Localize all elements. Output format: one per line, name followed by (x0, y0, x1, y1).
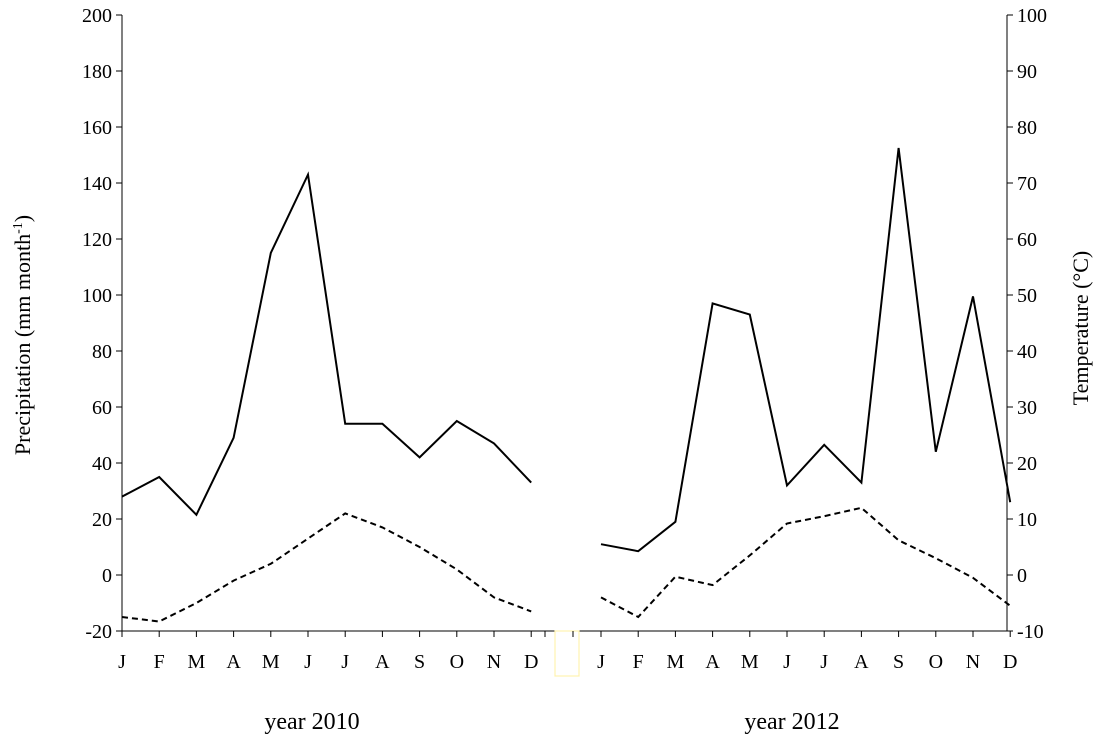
right-tick-label: -10 (1017, 621, 1044, 643)
month-label: S (414, 651, 425, 673)
left-tick-label: 80 (92, 341, 112, 363)
month-label: F (633, 651, 644, 673)
month-label: M (262, 651, 280, 673)
month-label: D (524, 651, 538, 673)
left-tick-label: 160 (82, 117, 112, 139)
precipitation-line-panel-1 (121, 171, 532, 517)
month-label: F (154, 651, 165, 673)
left-tick-label: 140 (82, 173, 112, 195)
month-label: A (375, 651, 390, 673)
month-label: J (304, 651, 312, 673)
right-tick-label: 80 (1017, 117, 1037, 139)
right-tick-label: 60 (1017, 229, 1037, 251)
left-tick-label: 20 (92, 509, 112, 531)
left-tick-label: 180 (82, 61, 112, 83)
month-label: S (893, 651, 904, 673)
right-tick-label: 40 (1017, 341, 1037, 363)
right-tick-label: 20 (1017, 453, 1037, 475)
right-tick-label: 100 (1017, 5, 1047, 27)
labels-group: Precipitation (mm month-1) Temperature (… (10, 215, 1093, 735)
right-tick-label: 90 (1017, 61, 1037, 83)
month-label: D (1003, 651, 1017, 673)
left-axis-title-main: Precipitation (mm month (10, 234, 35, 455)
month-label: M (741, 651, 759, 673)
right-tick-label: 50 (1017, 285, 1037, 307)
temperature-line-panel-2 (600, 506, 1011, 619)
right-tick-label: 0 (1017, 565, 1027, 587)
month-label: J (341, 651, 349, 673)
axes-group (121, 15, 1008, 677)
month-label: N (966, 651, 980, 673)
right-axis-title: Temperature (°C) (1068, 251, 1093, 405)
right-tick-label: 10 (1017, 509, 1037, 531)
temperature-line-panel-1 (121, 512, 532, 623)
month-label: A (226, 651, 241, 673)
left-tick-label: 40 (92, 453, 112, 475)
year-label-2012: year 2012 (744, 709, 839, 735)
right-tick-label: 70 (1017, 173, 1037, 195)
month-label: N (487, 651, 501, 673)
left-tick-label: 0 (102, 565, 112, 587)
month-label: M (188, 651, 206, 673)
left-axis-title: Precipitation (mm month-1) (10, 215, 35, 455)
left-tick-label: 60 (92, 397, 112, 419)
left-tick-label: 200 (82, 5, 112, 27)
left-tick-label: 120 (82, 229, 112, 251)
month-label: J (118, 651, 126, 673)
right-tick-label: 30 (1017, 397, 1037, 419)
month-label: M (667, 651, 685, 673)
left-axis-title-sup: -1 (11, 222, 26, 234)
month-label: J (820, 651, 828, 673)
month-label: O (929, 651, 943, 673)
precipitation-line-panel-2 (600, 147, 1012, 553)
month-label: J (597, 651, 605, 673)
left-axis-title-close: ) (10, 215, 35, 222)
year-label-2010: year 2010 (264, 709, 359, 735)
lines-group (121, 147, 1012, 623)
month-label: A (705, 651, 720, 673)
month-label: O (450, 651, 464, 673)
gap-marker (554, 630, 580, 677)
month-label: J (783, 651, 791, 673)
ticks-group: -20 0 20 40 60 80 100 120 140 160 180 200 -10 0 10 20 30… (82, 5, 1047, 673)
left-tick-label: 100 (82, 285, 112, 307)
left-tick-label: -20 (85, 621, 112, 643)
month-label: A (854, 651, 869, 673)
